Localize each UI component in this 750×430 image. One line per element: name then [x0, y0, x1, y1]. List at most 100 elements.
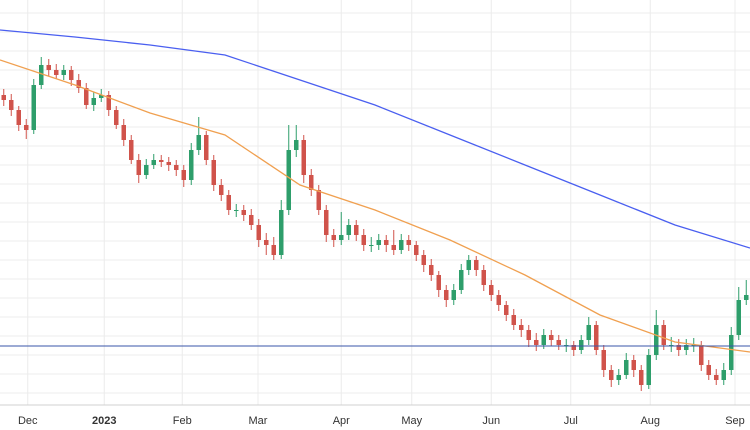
candle-body [729, 335, 734, 370]
candle-body [609, 370, 614, 380]
candle-body [429, 265, 434, 275]
candle-body [369, 245, 374, 246]
candle-body [361, 235, 366, 245]
candle-body [219, 185, 224, 195]
candle-body [294, 140, 299, 150]
candle-body [676, 345, 681, 350]
candle-body [76, 80, 81, 88]
candle-body [706, 365, 711, 375]
candle-body [459, 270, 464, 290]
candle-body [211, 160, 216, 185]
candle-body [661, 325, 666, 345]
x-tick-label: Jul [564, 415, 578, 427]
candle-body [204, 135, 209, 160]
candle-body [271, 245, 276, 255]
candle-body [136, 160, 141, 175]
candle-body [346, 225, 351, 235]
candle-body [571, 345, 576, 350]
x-tick-label: 2023 [92, 415, 116, 427]
candle-body [114, 110, 119, 125]
candle-body [466, 260, 471, 270]
candle-body [519, 325, 524, 330]
candle-body [279, 210, 284, 255]
candle-body [534, 340, 539, 345]
candle-body [736, 300, 741, 335]
candle-body [654, 325, 659, 355]
x-tick-label: Mar [249, 415, 268, 427]
candle-body [616, 375, 621, 380]
candle-body [301, 140, 306, 175]
candle-body [639, 370, 644, 385]
candle-body [106, 95, 111, 110]
candle-body [324, 210, 329, 235]
candle-body [309, 175, 314, 190]
candle-body [504, 305, 509, 315]
candle-body [9, 100, 14, 110]
x-axis: Dec 2023 Feb Mar Apr May Jun Jul Aug Sep [18, 415, 745, 427]
candle-body [151, 160, 156, 165]
candle-body [579, 340, 584, 350]
candle-body [189, 150, 194, 180]
candle-body [414, 245, 419, 255]
candle-body [541, 335, 546, 345]
candle-body [586, 325, 591, 340]
candle-body [376, 240, 381, 245]
candle-body [61, 70, 66, 75]
candle-body [384, 240, 389, 245]
candle-body [196, 135, 201, 150]
candle-body [16, 110, 21, 125]
candle-body [249, 215, 254, 225]
candle-body [744, 295, 749, 300]
candle-body [474, 260, 479, 270]
candle-body [256, 225, 261, 240]
candle-body [714, 375, 719, 380]
candle-body [399, 240, 404, 250]
candle-body [646, 355, 651, 385]
candle-body [1, 95, 6, 100]
candle-body [594, 325, 599, 350]
candle-body [684, 345, 689, 350]
candle-body [91, 98, 96, 105]
candle-body [84, 88, 89, 105]
candle-body [481, 270, 486, 285]
candle-body [331, 235, 336, 240]
candle-body [721, 370, 726, 380]
candle-body [121, 125, 126, 140]
candle-body [174, 165, 179, 170]
candle-body [354, 225, 359, 235]
candle-body [489, 285, 494, 295]
grid [0, 0, 750, 405]
candle-body [24, 125, 29, 130]
x-tick-label: Aug [640, 415, 660, 427]
candle-body [444, 290, 449, 300]
x-tick-label: May [401, 415, 422, 427]
candle-body [226, 195, 231, 210]
candle-body [159, 160, 164, 162]
x-tick-label: Dec [18, 415, 38, 427]
plot-area [0, 29, 750, 391]
candle-body [556, 340, 561, 345]
candle-body [234, 210, 239, 211]
candle-body [421, 255, 426, 265]
candle-body [144, 165, 149, 175]
candle-body [496, 295, 501, 305]
candle-body [129, 140, 134, 160]
candle-body [54, 70, 59, 75]
x-tick-label: Jun [482, 415, 500, 427]
candle-body [316, 190, 321, 210]
candle-body [436, 275, 441, 290]
candle-body [46, 65, 51, 70]
candle-body [699, 345, 704, 365]
candle-body [241, 210, 246, 215]
candle-body [451, 290, 456, 300]
candle-body [286, 150, 291, 210]
candle-body [511, 315, 516, 325]
candle-body [166, 162, 171, 165]
moving-average-line [0, 59, 750, 353]
candle-body [264, 240, 269, 245]
candle-body [624, 360, 629, 375]
candle-body [526, 330, 531, 340]
candle-body [181, 170, 186, 180]
x-tick-label: Sep [725, 415, 745, 427]
